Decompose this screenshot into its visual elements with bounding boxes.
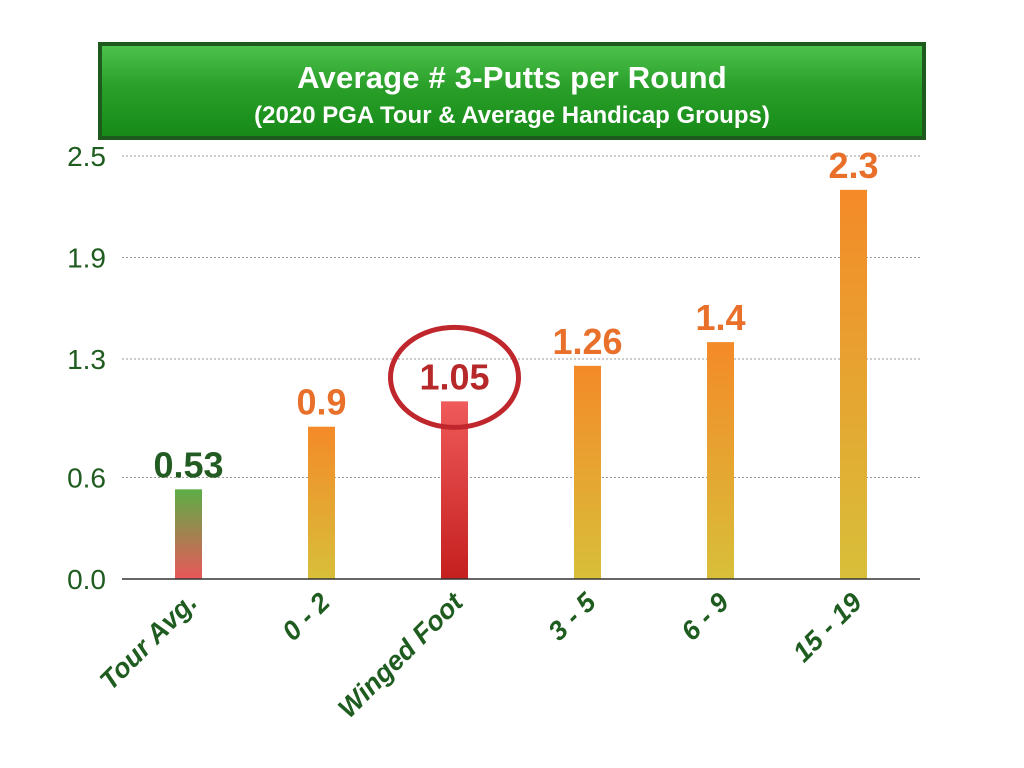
x-category-label: 15 - 19	[787, 587, 868, 668]
bars	[175, 189, 867, 579]
data-label: 1.4	[695, 297, 745, 338]
data-label: 0.9	[296, 382, 346, 423]
y-tick-label: 0.0	[67, 564, 106, 595]
y-tick-label: 2.5	[67, 141, 106, 172]
y-tick-label: 1.3	[67, 344, 106, 375]
bar	[308, 426, 335, 579]
x-category-label: Winged Foot	[332, 586, 469, 723]
chart-title: Average # 3-Putts per Round	[297, 60, 727, 95]
data-label: 0.53	[153, 444, 223, 485]
x-category-label: 3 - 5	[542, 586, 602, 646]
x-category-label: Tour Avg.	[94, 587, 203, 696]
bar	[441, 401, 468, 579]
bar	[574, 365, 601, 579]
y-axis-ticks: 0.0 0.6 1.3 1.9 2.5	[67, 141, 106, 595]
bar	[707, 342, 734, 579]
chart-subtitle: (2020 PGA Tour & Average Handicap Groups…	[254, 102, 770, 129]
data-label: 1.26	[552, 321, 622, 362]
chart-title-banner: Average # 3-Putts per Round (2020 PGA To…	[98, 42, 926, 140]
gridlines	[122, 155, 920, 478]
bar	[175, 489, 202, 579]
x-category-label: 6 - 9	[675, 587, 734, 646]
data-label: 1.05	[419, 356, 489, 397]
highlight-circle	[388, 324, 521, 430]
data-labels: 0.53 0.9 1.05 1.26 1.4 2.3	[153, 145, 878, 485]
x-category-label: 0 - 2	[276, 587, 335, 646]
y-tick-label: 0.6	[67, 462, 106, 493]
y-tick-label: 1.9	[67, 243, 106, 274]
data-label: 2.3	[828, 145, 878, 186]
bar	[840, 189, 867, 579]
